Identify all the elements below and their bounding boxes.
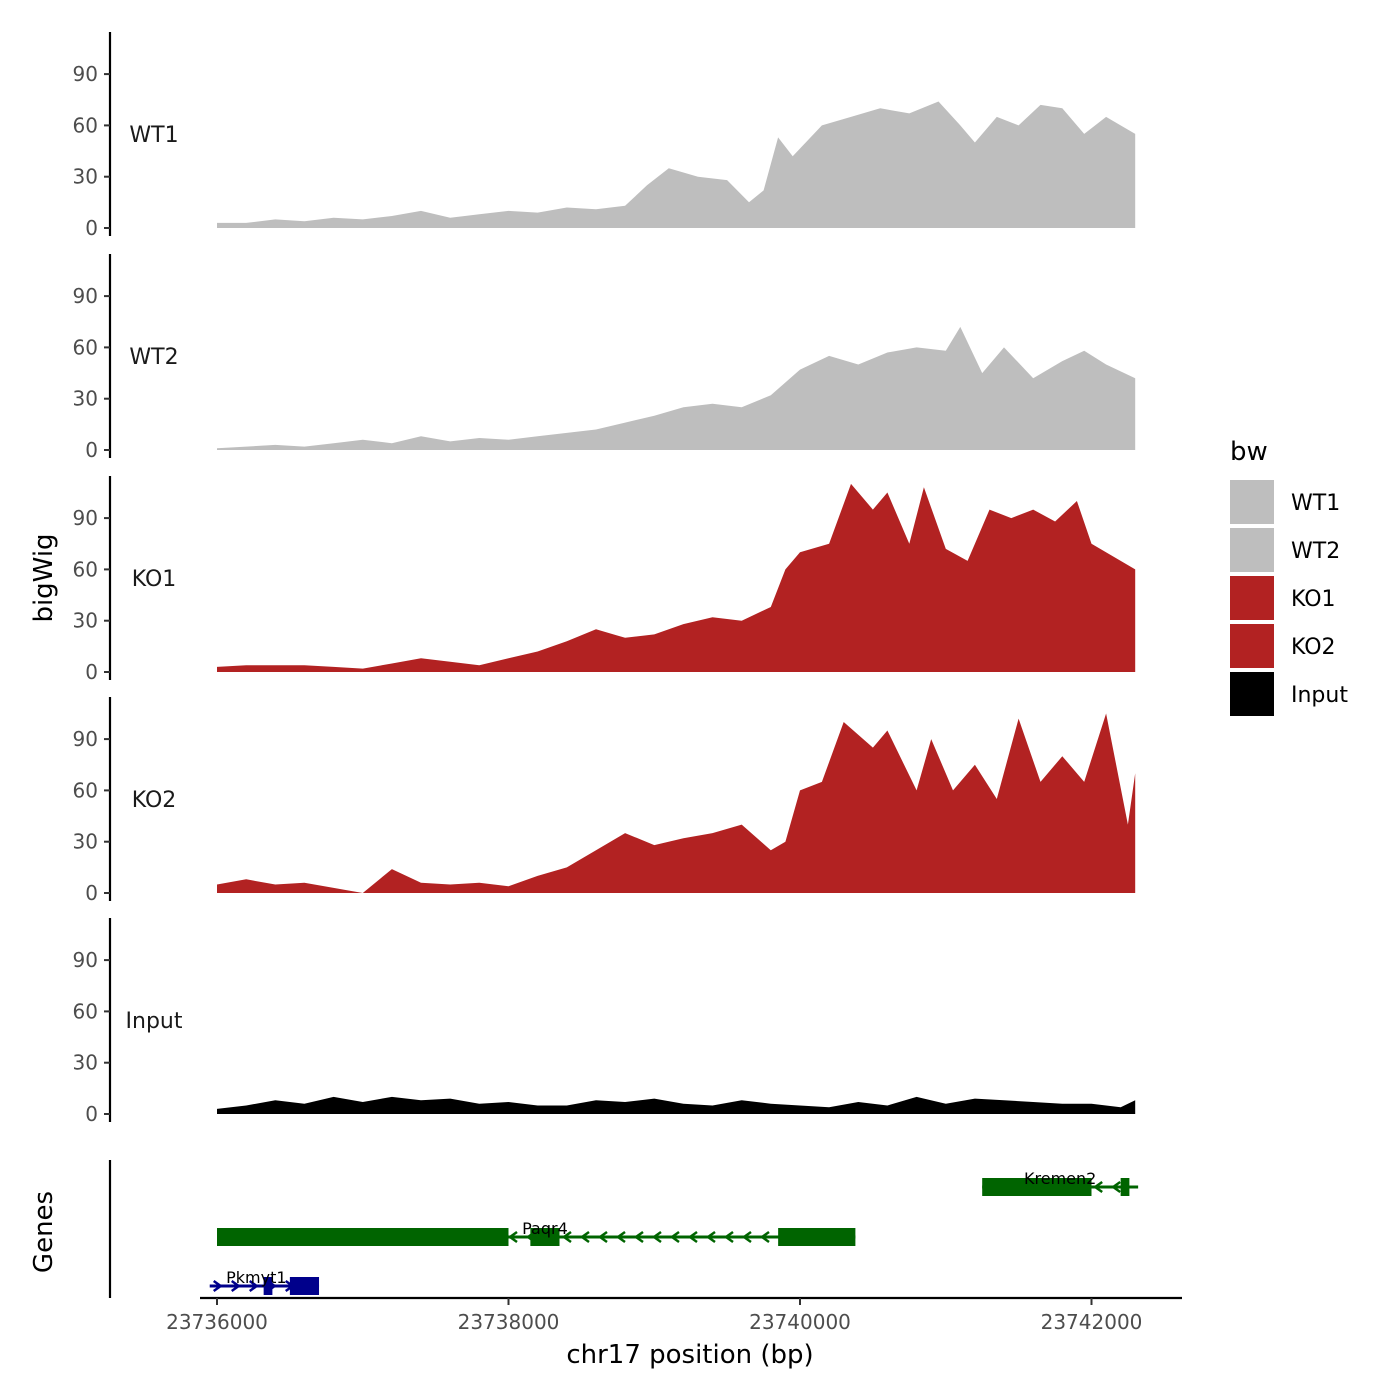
gene-label: Paqr4: [522, 1219, 568, 1238]
legend-item-ko2: KO2: [1230, 624, 1336, 668]
legend-item-wt1: WT1: [1230, 480, 1340, 524]
legend-item-input: Input: [1230, 672, 1348, 716]
track-label: WT1: [129, 123, 178, 148]
gene-kremen2: Kremen2: [982, 1169, 1139, 1196]
y-tick-label: 90: [73, 948, 98, 972]
track-input: 0 30 60 90 Input: [73, 918, 1136, 1126]
strand-chevron: [507, 1230, 518, 1244]
legend-swatch: [1230, 624, 1274, 668]
strand-chevron: [687, 1230, 698, 1244]
genes-axis-title: Genes: [29, 1191, 59, 1273]
y-tick-label: 60: [73, 999, 98, 1023]
track-label: Input: [126, 1009, 183, 1034]
gene-label: Kremen2: [1024, 1169, 1096, 1188]
x-tick-label: 23742000: [1041, 1310, 1143, 1334]
track-ko2: 0 30 60 90 KO2: [73, 697, 1136, 905]
legend-item-wt2: WT2: [1230, 528, 1340, 572]
x-tick-label: 23740000: [749, 1310, 851, 1334]
strand-chevron: [1093, 1180, 1103, 1194]
strand-chevron: [230, 1279, 241, 1293]
strand-chevron: [723, 1230, 734, 1244]
x-tick-label: 23738000: [458, 1310, 560, 1334]
strand-chevron: [669, 1230, 680, 1244]
gene-exon: [778, 1228, 856, 1246]
legend-label: KO2: [1291, 635, 1336, 660]
gene-exon: [530, 1228, 560, 1246]
strand-chevron: [579, 1230, 590, 1244]
track-wt2: 0 30 60 90 WT2: [73, 254, 1136, 462]
y-tick-label: 60: [73, 778, 98, 802]
y-tick-label: 30: [73, 165, 98, 189]
y-tick-label: 60: [73, 113, 98, 137]
y-tick-label: 30: [73, 1051, 98, 1075]
legend-label: Input: [1291, 683, 1348, 708]
x-tick-label: 23736000: [166, 1310, 268, 1334]
gene-exon: [289, 1277, 320, 1295]
track-label: KO1: [132, 567, 177, 592]
gene-label: Pkmyt1: [226, 1268, 286, 1287]
y-tick-label: 0: [85, 881, 98, 905]
legend-swatch: [1230, 480, 1274, 524]
y-tick-label: 0: [85, 660, 98, 684]
legend-title: bw: [1230, 437, 1268, 467]
track-label: WT2: [129, 345, 178, 370]
y-tick-label: 0: [85, 1102, 98, 1126]
strand-chevron: [741, 1230, 752, 1244]
area-ko2: [217, 713, 1136, 893]
legend-item-ko1: KO1: [1230, 576, 1336, 620]
gene-exon: [263, 1277, 273, 1295]
y-tick-label: 90: [73, 62, 98, 86]
y-tick-label: 30: [73, 830, 98, 854]
gene-paqr4: Paqr4: [217, 1219, 856, 1246]
y-tick-label: 90: [73, 284, 98, 308]
y-tick-label: 30: [73, 609, 98, 633]
gene-exon: [1120, 1178, 1130, 1196]
y-tick-label: 60: [73, 335, 98, 359]
legend-swatch: [1230, 576, 1274, 620]
track-ko1: 0 30 60 90 KO1: [73, 476, 1136, 684]
legend-label: WT1: [1291, 491, 1340, 516]
strand-chevron: [615, 1230, 626, 1244]
area-ko1: [217, 483, 1136, 672]
track-wt1: 0 30 60 90 WT1: [73, 32, 1136, 240]
gene-exon: [982, 1178, 1092, 1196]
y-tick-label: 30: [73, 387, 98, 411]
legend-label: KO1: [1291, 587, 1336, 612]
area-wt1: [217, 101, 1136, 228]
legend-label: WT2: [1291, 539, 1340, 564]
legend: bw WT1 WT2 KO1 KO2 Input: [1230, 437, 1348, 716]
y-tick-label: 0: [85, 216, 98, 240]
y-tick-label: 90: [73, 506, 98, 530]
y-tick-label: 60: [73, 557, 98, 581]
area-input: [217, 1096, 1136, 1114]
strand-chevron: [651, 1230, 662, 1244]
gene-pkmyt1: Pkmyt1: [209, 1268, 320, 1295]
area-wt2: [217, 326, 1136, 450]
strand-chevron: [561, 1230, 572, 1244]
y-tick-label: 90: [73, 727, 98, 751]
legend-swatch: [1230, 528, 1274, 572]
x-axis-title: chr17 position (bp): [566, 1340, 813, 1370]
strand-chevron: [248, 1279, 259, 1293]
strand-chevron: [212, 1279, 223, 1293]
y-axis-title: bigWig: [29, 533, 59, 622]
strand-chevron: [759, 1230, 770, 1244]
strand-chevron: [597, 1230, 608, 1244]
legend-swatch: [1230, 672, 1274, 716]
track-label: KO2: [132, 788, 177, 813]
x-axis: 23736000 23738000 23740000 23742000: [166, 1296, 1182, 1334]
gene-exon: [217, 1228, 509, 1246]
y-tick-label: 0: [85, 438, 98, 462]
strand-chevron: [633, 1230, 644, 1244]
tracks-group: 0 30 60 90 WT1 0 30 60 90 WT2 0 30 60 90 KO1 0 30 60 90 KO2…: [73, 32, 1136, 1126]
strand-chevron: [705, 1230, 716, 1244]
strand-chevron: [1111, 1180, 1121, 1194]
genes-group: Kremen2 Paqr4 Pkmyt1: [108, 1160, 1139, 1298]
